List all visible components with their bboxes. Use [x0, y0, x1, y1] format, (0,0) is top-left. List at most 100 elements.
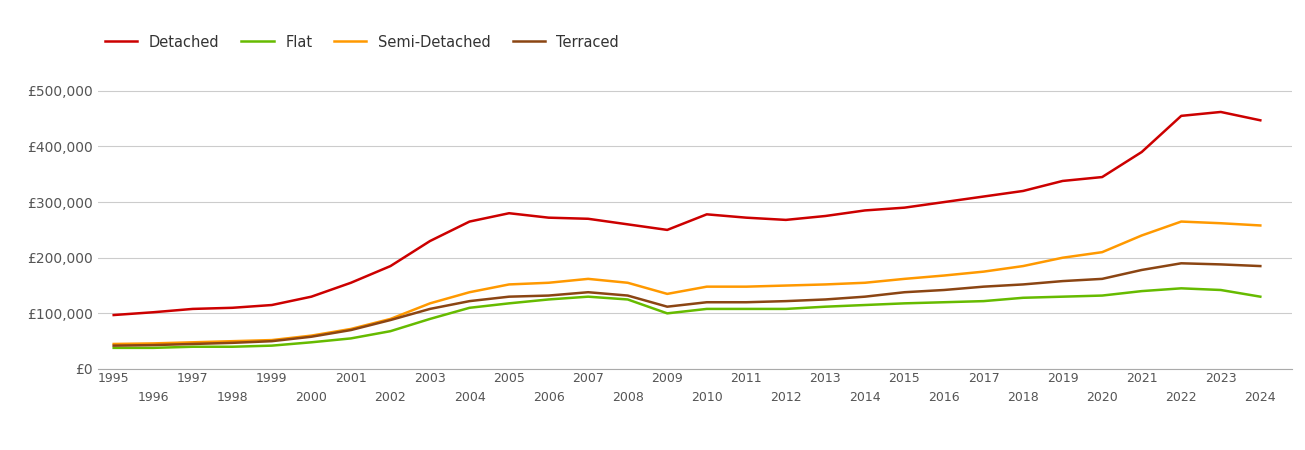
Semi-Detached [976, 269, 992, 274]
Terraced [1015, 282, 1031, 287]
Detached [1095, 174, 1111, 180]
Detached [739, 215, 754, 220]
Flat [145, 345, 161, 351]
Flat [224, 344, 240, 350]
Semi-Detached [1134, 233, 1150, 238]
Semi-Detached [581, 276, 596, 282]
Detached [382, 263, 398, 269]
Legend: Detached, Flat, Semi-Detached, Terraced: Detached, Flat, Semi-Detached, Terraced [106, 35, 619, 50]
Terraced [936, 287, 951, 292]
Flat [817, 304, 833, 310]
Detached [976, 194, 992, 199]
Flat [976, 298, 992, 304]
Semi-Detached [423, 301, 438, 306]
Semi-Detached [620, 280, 636, 285]
Detached [185, 306, 201, 311]
Detached [1015, 188, 1031, 194]
Detached [620, 222, 636, 227]
Line: Terraced: Terraced [114, 263, 1261, 346]
Detached [304, 294, 320, 299]
Flat [1015, 295, 1031, 301]
Terraced [343, 327, 359, 333]
Semi-Detached [343, 326, 359, 332]
Terraced [739, 300, 754, 305]
Detached [1173, 113, 1189, 118]
Terraced [185, 341, 201, 346]
Detached [1253, 117, 1268, 123]
Flat [185, 344, 201, 350]
Detached [1054, 178, 1070, 184]
Terraced [382, 317, 398, 323]
Terraced [1173, 261, 1189, 266]
Flat [1054, 294, 1070, 299]
Detached [659, 227, 675, 233]
Flat [699, 306, 715, 311]
Detached [1134, 149, 1150, 155]
Semi-Detached [264, 338, 279, 343]
Semi-Detached [501, 282, 517, 287]
Flat [1095, 293, 1111, 298]
Semi-Detached [1253, 223, 1268, 228]
Flat [936, 300, 951, 305]
Flat [1253, 294, 1268, 299]
Flat [462, 305, 478, 310]
Semi-Detached [1095, 249, 1111, 255]
Semi-Detached [224, 338, 240, 344]
Detached [936, 199, 951, 205]
Semi-Detached [778, 283, 793, 288]
Flat [501, 301, 517, 306]
Detached [817, 213, 833, 219]
Semi-Detached [817, 282, 833, 287]
Terraced [857, 294, 873, 299]
Detached [106, 312, 121, 318]
Semi-Detached [304, 333, 320, 338]
Semi-Detached [739, 284, 754, 289]
Detached [699, 212, 715, 217]
Terraced [304, 334, 320, 339]
Flat [1173, 286, 1189, 291]
Semi-Detached [382, 316, 398, 322]
Flat [423, 316, 438, 322]
Detached [897, 205, 912, 210]
Flat [778, 306, 793, 311]
Flat [739, 306, 754, 311]
Terraced [659, 304, 675, 310]
Flat [1212, 287, 1228, 292]
Terraced [501, 294, 517, 299]
Flat [304, 340, 320, 345]
Line: Detached: Detached [114, 112, 1261, 315]
Detached [264, 302, 279, 308]
Detached [501, 211, 517, 216]
Flat [106, 345, 121, 351]
Detached [1212, 109, 1228, 115]
Terraced [106, 343, 121, 348]
Flat [659, 310, 675, 316]
Semi-Detached [699, 284, 715, 289]
Terraced [1095, 276, 1111, 282]
Semi-Detached [857, 280, 873, 285]
Line: Flat: Flat [114, 288, 1261, 348]
Detached [540, 215, 556, 220]
Semi-Detached [897, 276, 912, 282]
Semi-Detached [145, 341, 161, 346]
Terraced [976, 284, 992, 289]
Terraced [540, 293, 556, 298]
Flat [581, 294, 596, 299]
Semi-Detached [659, 291, 675, 297]
Flat [897, 301, 912, 306]
Semi-Detached [462, 289, 478, 295]
Terraced [264, 338, 279, 344]
Terraced [224, 340, 240, 346]
Flat [264, 343, 279, 348]
Terraced [1253, 263, 1268, 269]
Terraced [1054, 279, 1070, 284]
Terraced [620, 293, 636, 298]
Detached [224, 305, 240, 310]
Semi-Detached [540, 280, 556, 285]
Flat [382, 328, 398, 334]
Detached [145, 310, 161, 315]
Flat [620, 297, 636, 302]
Semi-Detached [1173, 219, 1189, 224]
Detached [423, 238, 438, 244]
Terraced [1134, 267, 1150, 273]
